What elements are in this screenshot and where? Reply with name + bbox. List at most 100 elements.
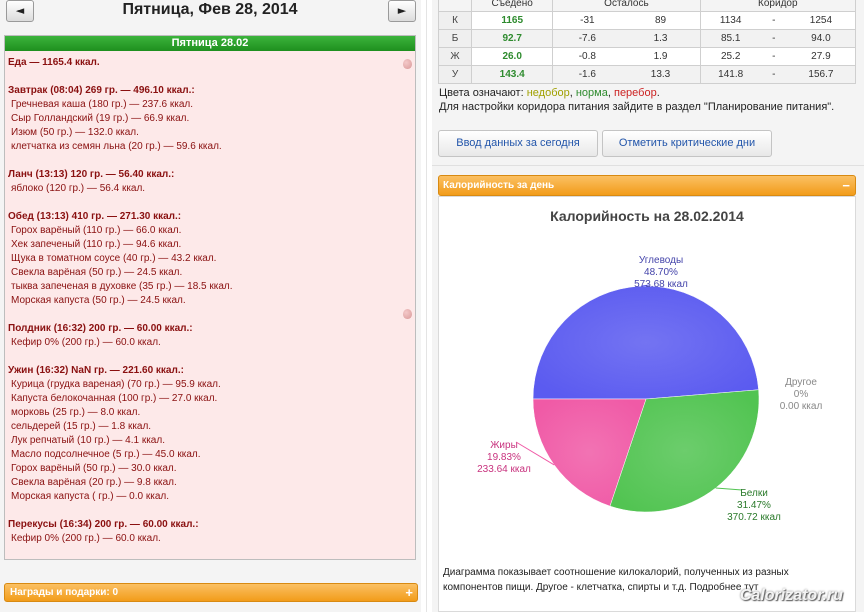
eaten-value: 1165 xyxy=(471,11,554,30)
spacer xyxy=(8,196,409,210)
food-item: яблоко (120 гр.) — 56.4 ккал. xyxy=(11,183,146,194)
apple-icon[interactable] xyxy=(403,59,412,69)
slice-label-name: Белки xyxy=(740,488,768,499)
next-day-button[interactable]: ► xyxy=(388,0,416,22)
corridor-min: 25.2 xyxy=(699,47,761,66)
food-item: Щука в томатном соусе (40 гр.) — 43.2 кк… xyxy=(11,253,217,264)
pie-slice-3[interactable] xyxy=(532,398,647,507)
legend-over: перебор xyxy=(613,87,657,99)
food-item: Курица (грудка вареная) (70 гр.) — 95.9 … xyxy=(11,379,221,390)
slice-label-kcal: 0.00 ккал xyxy=(780,401,823,412)
pie-slice-1[interactable] xyxy=(532,285,759,400)
slice-label-percent: 48.70% xyxy=(644,267,678,278)
expand-plus-icon[interactable]: + xyxy=(405,585,413,600)
food-item: Хек запеченый (110 гр.) — 94.6 ккал. xyxy=(11,239,182,250)
corridor-note: Для настройки коридора питания зайдите в… xyxy=(439,101,835,113)
diary-content: Еда — 1165.4 ккал. Завтрак (08:04) 269 г… xyxy=(5,51,415,546)
remaining-value: 89 xyxy=(621,11,701,30)
spacer xyxy=(8,504,409,518)
meal-title: Перекусы (16:34) 200 гр. — 60.00 ккал.: xyxy=(8,519,199,530)
spacer xyxy=(8,70,409,84)
chart-caption: Диаграмма показывает соотношение килокал… xyxy=(443,567,789,593)
food-item: Горох варёный (110 гр.) — 66.0 ккал. xyxy=(11,225,182,236)
food-item: сельдерей (15 гр.) — 1.8 ккал. xyxy=(11,421,152,432)
corridor-max: 27.9 xyxy=(786,47,856,66)
table-row: К 1165 -31 89 1134-1254 xyxy=(437,11,856,30)
calorie-panel-title: Калорийность за день xyxy=(443,180,555,191)
remaining-value: 13.3 xyxy=(621,65,701,84)
stats-panel: Съедено Осталось Коридор К 1165 -31 89 1134-… xyxy=(432,0,864,612)
spacer xyxy=(8,154,409,168)
calorie-panel-header[interactable]: Калорийность за день − xyxy=(438,175,856,196)
slice-label-percent: 31.47% xyxy=(737,500,771,511)
table-row: Ж 26.0 -0.8 1.9 25.2-27.9 xyxy=(437,47,856,66)
eaten-value: 143.4 xyxy=(471,65,554,84)
arrow-right-icon: ► xyxy=(397,4,407,17)
corridor-dash: - xyxy=(760,11,787,30)
food-item: Морская капуста ( гр.) — 0.0 ккал. xyxy=(11,491,169,502)
food-item: Морская капуста (50 гр.) — 24.5 ккал. xyxy=(11,295,186,306)
slice-label-percent: 0% xyxy=(794,389,809,400)
food-item: Кефир 0% (200 гр.) — 60.0 ккал. xyxy=(11,533,161,544)
meal-title: Полдник (16:32) 200 гр. — 60.00 ккал.: xyxy=(8,323,193,334)
corridor-min: 85.1 xyxy=(699,29,761,48)
eaten-value: 92.7 xyxy=(471,29,554,48)
food-item: Свекла варёная (50 гр.) — 24.5 ккал. xyxy=(11,267,183,278)
color-legend: Цвета означают: недобор, норма, перебор.… xyxy=(439,86,849,114)
food-item: Масло подсолнечное (5 гр.) — 45.0 ккал. xyxy=(11,449,201,460)
page-title: Пятница, Фев 28, 2014 xyxy=(122,1,298,18)
leader-line xyxy=(515,441,555,466)
nutrient-letter: Ж xyxy=(437,47,473,66)
food-item: Капуста белокочанная (100 гр.) — 27.0 кк… xyxy=(11,393,218,404)
remaining-value: 1.9 xyxy=(621,47,701,66)
enter-data-button[interactable]: Ввод данных за сегодня xyxy=(438,130,598,157)
slice-label-kcal: 573.68 ккал xyxy=(634,279,688,290)
section-divider xyxy=(432,165,864,166)
corridor-max: 156.7 xyxy=(786,65,856,84)
day-diary-panel: ◄ Пятница, Фев 28, 2014 ► Пятница 28.02 … xyxy=(0,0,421,612)
nutrient-letter: У xyxy=(437,65,473,84)
slice-label-name: Другое xyxy=(785,377,817,388)
meal-title: Обед (13:13) 410 гр. — 271.30 ккал.: xyxy=(8,211,182,222)
food-item: Горох варёный (50 гр.) — 30.0 ккал. xyxy=(11,463,177,474)
legend-sep: , xyxy=(607,87,614,99)
nutrient-table: Съедено Осталось Коридор К 1165 -31 89 1134-… xyxy=(437,0,857,84)
slice-label-name: Углеводы xyxy=(639,255,683,266)
table-row: У 143.4 -1.6 13.3 141.8-156.7 xyxy=(437,65,856,84)
legend-norm: норма xyxy=(575,87,608,99)
awards-label: Награды и подарки: 0 xyxy=(10,587,119,598)
watermark-logo: Calorizator.ru xyxy=(739,587,843,604)
food-item: клетчатка из семян льна (20 гр.) — 59.6 … xyxy=(11,141,222,152)
corridor-max: 94.0 xyxy=(786,29,856,48)
meal-title: Ужин (16:32) NaN гр. — 221.60 ккал.: xyxy=(8,365,184,376)
header-remaining: Осталось xyxy=(552,0,701,12)
corridor-max: 1254 xyxy=(786,11,856,30)
meals-list: Завтрак (08:04) 269 гр. — 496.10 ккал.: Г… xyxy=(8,84,409,546)
slice-label-name: Жиры xyxy=(490,440,518,451)
spacer xyxy=(8,350,409,364)
column-divider xyxy=(426,0,427,612)
header-eaten: Съедено xyxy=(471,0,554,12)
apple-icon[interactable] xyxy=(403,309,412,319)
legend-prefix: Цвета означают: xyxy=(439,87,527,99)
food-item: Кефир 0% (200 гр.) — 60.0 ккал. xyxy=(11,337,161,348)
remaining-value: -31 xyxy=(552,11,622,30)
nutrient-rows: К 1165 -31 89 1134-1254 Б 92.7 -7.6 1.3 85.1-94.0… xyxy=(437,11,856,84)
corridor-dash: - xyxy=(760,29,787,48)
table-header-row: Съедено Осталось Коридор xyxy=(437,0,857,12)
corridor-dash: - xyxy=(760,47,787,66)
pie-chart: Калорийность на 28.02.2014 Углеводы48.70… xyxy=(477,208,823,523)
legend-suffix: . xyxy=(656,87,660,99)
day-diary: Пятница 28.02 Еда — 1165.4 ккал. Завтрак… xyxy=(4,35,416,560)
day-header: Пятница 28.02 xyxy=(5,36,415,51)
eaten-value: 26.0 xyxy=(471,47,554,66)
food-total: Еда — 1165.4 ккал. xyxy=(8,57,100,68)
food-item: Лук репчатый (10 гр.) — 4.1 ккал. xyxy=(11,435,165,446)
prev-day-button[interactable]: ◄ xyxy=(6,0,34,22)
corridor-dash: - xyxy=(760,65,787,84)
collapse-minus-icon[interactable]: − xyxy=(842,178,850,193)
critical-days-button[interactable]: Отметить критические дни xyxy=(602,130,772,157)
leader-line xyxy=(715,487,743,491)
awards-panel-header[interactable]: Награды и подарки: 0 + xyxy=(4,583,418,602)
food-item: морковь (25 гр.) — 8.0 ккал. xyxy=(11,407,141,418)
